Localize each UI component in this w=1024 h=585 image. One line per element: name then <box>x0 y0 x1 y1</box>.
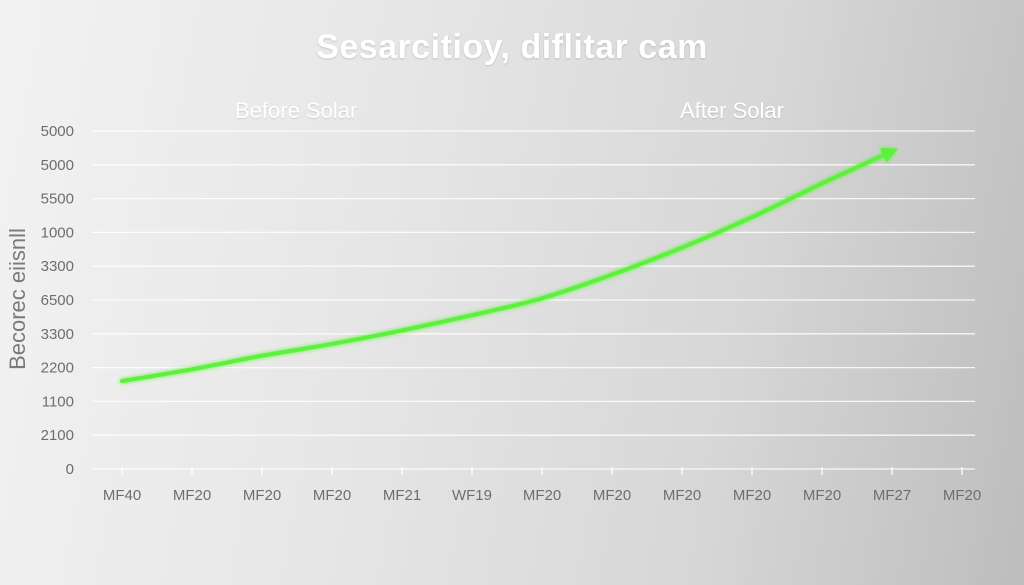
section-label-before: Before Solar <box>235 98 358 123</box>
x-tick-label: MF20 <box>733 487 771 504</box>
x-tick-label: MF20 <box>313 487 351 504</box>
x-tick-label: MF20 <box>173 487 211 504</box>
series-line <box>120 148 898 384</box>
x-tick-label: WF19 <box>452 487 492 504</box>
y-tick-label: 1100 <box>42 393 74 410</box>
y-tick-label: 2200 <box>41 360 74 377</box>
y-tick-label: 5500 <box>41 191 74 208</box>
y-tick-label: 5000 <box>41 157 74 174</box>
y-tick-label: 2100 <box>41 427 74 444</box>
y-tick-label: 6500 <box>41 292 74 309</box>
x-tick-label: MF20 <box>803 487 841 504</box>
x-tick-label: MF40 <box>103 487 141 504</box>
y-tick-label: 3300 <box>41 258 74 275</box>
chart-title: Sesarcitioy, diflitar cam <box>316 28 708 66</box>
section-label-after: After Solar <box>680 98 784 123</box>
y-tick-label: 1000 <box>41 224 74 241</box>
x-tick-label: MF20 <box>523 487 561 504</box>
x-tick-label: MF20 <box>593 487 631 504</box>
x-tick-label: MF20 <box>663 487 701 504</box>
x-tick-label: MF27 <box>873 487 911 504</box>
x-tick-label: MF20 <box>243 487 281 504</box>
y-tick-label: 3300 <box>41 326 74 343</box>
y-tick-label: 5000 <box>41 123 74 140</box>
y-tick-label: 0 <box>66 461 74 478</box>
x-tick-label: MF21 <box>383 487 421 504</box>
x-tick-label: MF20 <box>943 487 981 504</box>
